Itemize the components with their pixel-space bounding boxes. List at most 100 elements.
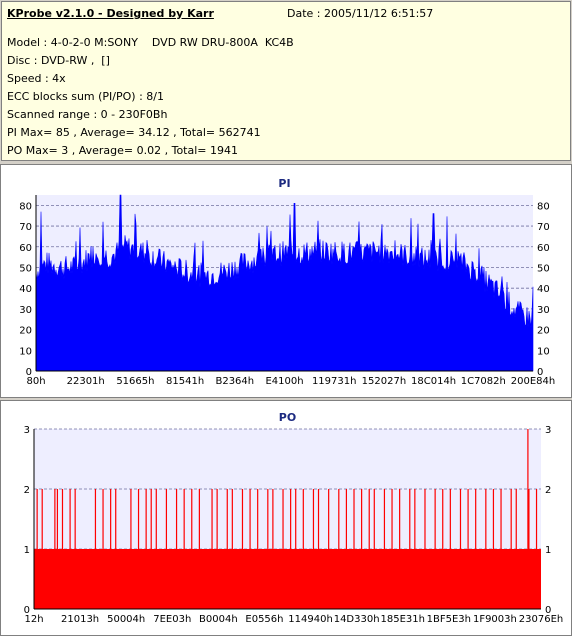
po-spike-bar [115, 489, 117, 609]
ecc-line: ECC blocks sum (PI/PO) : 8/1 [7, 90, 164, 103]
po-spike-bar [328, 489, 330, 609]
po-spike-bar [257, 489, 259, 609]
pi-y-tick-right: 50 [537, 263, 550, 274]
po-x-tick: 23076Eh [519, 614, 563, 625]
po-spike-bar [409, 489, 411, 609]
po-spike-bar [150, 489, 152, 609]
po-spike-bar [216, 489, 218, 609]
po-spike-bar [353, 489, 355, 609]
pi-y-tick-left: 70 [19, 222, 32, 233]
pi-y-tick-right: 80 [537, 201, 550, 212]
po-x-tick: 12h [24, 614, 43, 625]
pi-y-tick-right: 60 [537, 243, 550, 254]
po-spike-bar [165, 489, 168, 609]
pi-stats-line: PI Max= 85 , Average= 34.12 , Total= 562… [7, 126, 261, 139]
po-spike-bar [290, 489, 292, 609]
po-spike-bar [449, 489, 451, 609]
po-chart-panel: PO 0 0 1 1 2 2 3 3 12h 21013h 50004h 7EE03h B0004h E05… [0, 400, 572, 636]
po-spike-bar [434, 489, 436, 609]
po-spike-bar [492, 489, 495, 609]
pi-y-tick-left: 50 [19, 263, 32, 274]
pi-series-bars [35, 194, 534, 372]
po-chart-title: PO [279, 411, 296, 424]
po-spike-bar [145, 489, 147, 609]
po-spike-bar [183, 489, 185, 609]
po-x-tick: 21013h [61, 614, 99, 625]
po-spike-bar [373, 489, 375, 609]
pi-y-tick-left: 60 [19, 243, 32, 254]
po-spike-bar [510, 489, 512, 609]
po-spike-bar [249, 489, 251, 609]
pi-chart-panel: PI 0 0 10 10 20 20 30 30 40 40 50 50 60 60 70 70 80 80 80h 2… [0, 164, 572, 398]
po-chart: PO 0 0 1 1 2 2 3 3 12h 21013h 50004h 7EE03h B0004h E05… [24, 411, 564, 625]
app-title: KProbe v2.1.0 - Designed by Karr [7, 7, 214, 20]
po-spike-bar [241, 489, 244, 609]
po-spike-bar [383, 489, 386, 609]
pi-x-tick: B2364h [215, 376, 254, 387]
pi-y-tick-right: 40 [537, 284, 550, 295]
po-spike-bar [475, 489, 477, 609]
po-spike-bar [295, 489, 297, 609]
pi-x-tick: 1C7082h [461, 376, 506, 387]
po-y-tick-left: 0 [24, 605, 30, 616]
po-spike-bar [272, 489, 274, 609]
pi-y-tick-left: 40 [19, 284, 32, 295]
po-spike-bar [191, 489, 193, 609]
po-spike-bar [94, 489, 97, 609]
po-spike-bar [391, 489, 393, 609]
po-spike-bar [226, 489, 228, 609]
po-spike-bar [175, 489, 178, 609]
pi-y-tick-right: 20 [537, 326, 550, 337]
pi-y-tick-right: 70 [537, 222, 550, 233]
pi-x-tick: 200E84h [511, 376, 555, 387]
po-x-tick: 14D330h [334, 614, 380, 625]
po-spike-bar [485, 489, 487, 609]
pi-chart: PI 0 0 10 10 20 20 30 30 40 40 50 50 60 60 70 70 80 80 80h 2… [19, 177, 555, 387]
pi-y-tick-right: 0 [537, 367, 543, 378]
po-spike-bar [302, 489, 304, 609]
po-spike-bar [424, 489, 426, 609]
po-spike-bar [36, 489, 38, 609]
pi-y-tick-right: 30 [537, 305, 550, 316]
pi-y-tick-left: 80 [19, 201, 32, 212]
pi-y-tick-right: 10 [537, 346, 550, 357]
po-spike-bar [69, 489, 71, 609]
po-spike-bar [459, 489, 462, 609]
po-spike-bar [399, 489, 401, 609]
pi-y-tick-left: 30 [19, 305, 32, 316]
po-spike-bar [414, 489, 416, 609]
po-y-tick-right: 1 [545, 545, 551, 556]
po-peak-bar [527, 429, 529, 609]
po-spike-bar [74, 489, 76, 609]
po-spike-bar [102, 489, 104, 609]
po-spike-bar [442, 489, 444, 609]
po-spike-bar [54, 489, 56, 609]
po-spike-bar [528, 489, 530, 609]
po-spike-bar [515, 489, 517, 609]
po-stats-line: PO Max= 3 , Average= 0.02 , Total= 1941 [7, 144, 238, 157]
pi-x-tick: 22301h [67, 376, 105, 387]
po-spike-bar [211, 489, 213, 609]
po-spike-bar [282, 489, 284, 609]
po-spike-bar [198, 489, 200, 609]
po-y-tick-right: 0 [545, 605, 551, 616]
pi-y-tick-left: 10 [19, 346, 32, 357]
po-x-tick: E0556h [245, 614, 283, 625]
scanned-range-line: Scanned range : 0 - 230F0Bh [7, 108, 168, 121]
po-spike-bar [361, 489, 363, 609]
pi-y-tick-left: 0 [26, 367, 32, 378]
po-spike-bar [317, 489, 320, 609]
po-y-tick-left: 3 [24, 425, 30, 436]
po-x-tick: 50004h [107, 614, 145, 625]
po-spike-bar [110, 489, 112, 609]
po-spike-bar [338, 489, 340, 609]
po-y-tick-left: 2 [24, 485, 30, 496]
po-spike-bar [41, 489, 43, 609]
scan-date: Date : 2005/11/12 6:51:57 [287, 7, 434, 20]
po-spike-bar [137, 489, 140, 609]
po-spike-bar [345, 489, 348, 609]
po-x-tick: 7EE03h [153, 614, 191, 625]
po-spike-bar [467, 489, 469, 609]
pi-chart-title: PI [278, 177, 290, 190]
pi-x-tick: 51665h [116, 376, 154, 387]
